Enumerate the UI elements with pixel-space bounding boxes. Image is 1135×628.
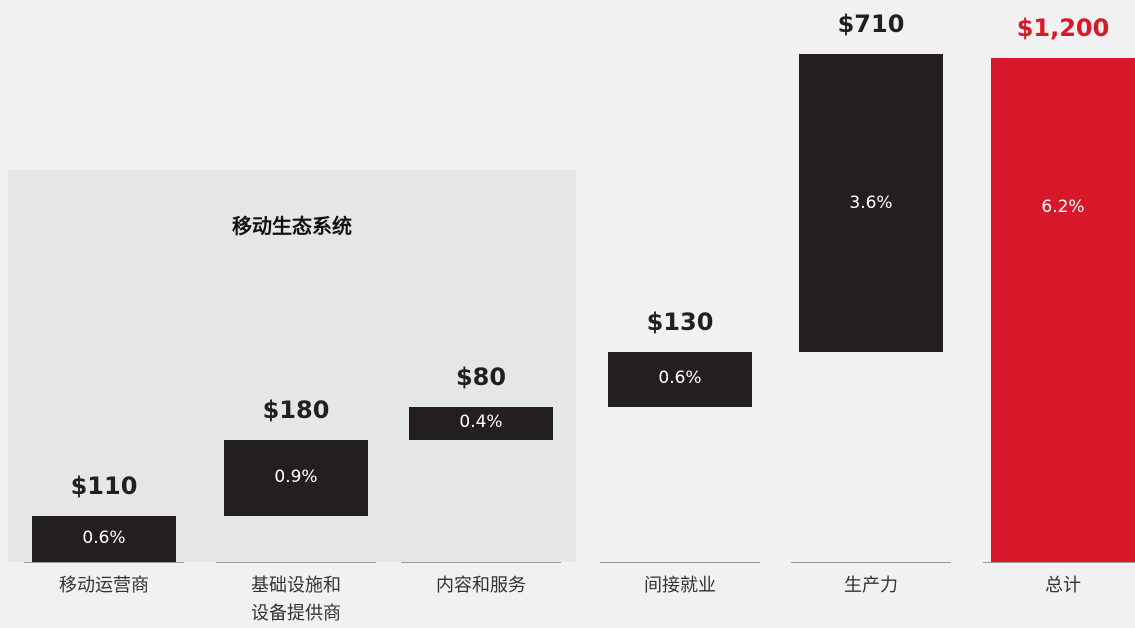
- share-label: 0.4%: [459, 412, 503, 433]
- value-label: $1,200: [1016, 14, 1110, 42]
- baseline: [24, 562, 184, 563]
- baseline: [791, 562, 951, 563]
- category-label: 基础设施和 设备提供商: [251, 575, 341, 624]
- value-label: $710: [837, 9, 905, 38]
- baseline: [983, 562, 1135, 563]
- baseline: [216, 562, 376, 563]
- category-label: 内容和服务: [436, 575, 526, 596]
- baseline: [600, 562, 760, 563]
- category-label: 总计: [1045, 575, 1081, 596]
- share-label: 0.9%: [274, 467, 318, 487]
- bar: [224, 440, 368, 516]
- baseline: [401, 562, 561, 563]
- category-label: 间接就业: [644, 575, 716, 596]
- category-label: 移动运营商: [59, 575, 149, 596]
- value-label: $110: [70, 471, 138, 500]
- value-label: $180: [262, 396, 330, 425]
- share-label: 0.6%: [658, 368, 702, 389]
- share-label: 0.6%: [82, 527, 126, 548]
- share-label: 6.2%: [1041, 197, 1085, 217]
- category-label: 生产力: [844, 575, 898, 596]
- bar: [799, 53, 943, 352]
- group-label: 移动生态系统: [232, 214, 352, 238]
- value-label: $130: [646, 308, 714, 336]
- value-label: $80: [455, 362, 507, 391]
- bar: [409, 406, 553, 441]
- bar: [608, 352, 752, 407]
- share-label: 3.6%: [849, 192, 893, 213]
- bar: [991, 58, 1135, 562]
- bar: [32, 515, 176, 562]
